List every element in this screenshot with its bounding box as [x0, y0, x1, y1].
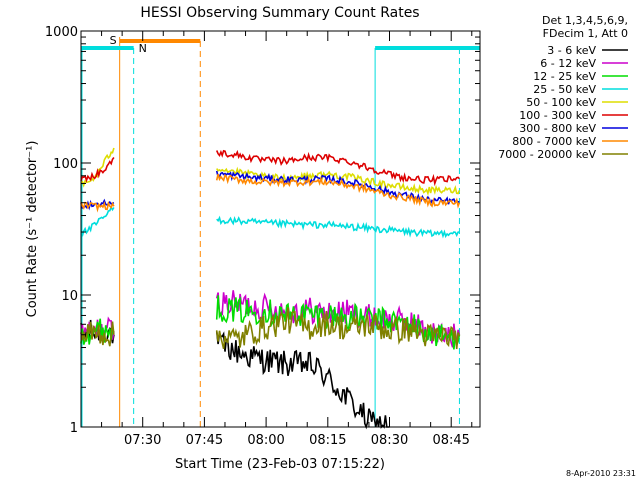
y-tick-label: 100	[53, 157, 78, 172]
y-axis-label: Count Rate (s⁻¹ detector⁻¹)	[25, 141, 40, 318]
x-tick-label: 08:45	[432, 433, 469, 448]
y-tick-label: 10	[61, 289, 78, 304]
series-line	[216, 166, 461, 196]
x-tick-label: 08:00	[247, 433, 284, 448]
legend-entry-label: 3 - 6 keV	[547, 44, 596, 57]
plot-frame	[80, 30, 481, 428]
legend-entry-label: 50 - 100 keV	[526, 96, 596, 109]
legend-entry-label: 25 - 50 keV	[533, 83, 596, 96]
night-label: N	[139, 42, 147, 55]
x-tick-label: 07:30	[124, 433, 161, 448]
y-tick-label: 1	[70, 421, 78, 436]
legend-entry-label: 12 - 25 keV	[533, 70, 596, 83]
legend-entry-label: 7000 - 20000 keV	[498, 148, 596, 161]
series-line	[215, 295, 461, 350]
series-line	[215, 290, 461, 348]
series-line	[80, 201, 115, 213]
observing-state-markers: SN	[81, 34, 480, 427]
legend-entry-label: 6 - 12 keV	[540, 57, 596, 70]
x-axis-label: Start Time (23-Feb-03 07:15:22)	[175, 457, 385, 472]
series-line	[80, 318, 115, 345]
legend: Det 1,3,4,5,6,9,FDecim 1, Att 0 3 - 6 keV…	[498, 14, 628, 161]
legend-header: Det 1,3,4,5,6,9,	[542, 14, 628, 27]
chart-title: HESSI Observing Summary Count Rates	[140, 5, 419, 21]
x-tick-label: 07:45	[186, 433, 223, 448]
timestamp: 8-Apr-2010 23:31	[566, 469, 636, 478]
series-line	[80, 205, 115, 237]
series-line	[215, 307, 461, 350]
series-line	[216, 215, 460, 239]
series-line	[215, 149, 460, 187]
axes: 1 10 100 1000 07:30 07:45 08:00 08:15 08:30 08:45	[45, 25, 480, 448]
series-line	[215, 170, 460, 206]
x-tick-label: 08:30	[371, 433, 408, 448]
legend-entry-label: 100 - 300 keV	[519, 109, 596, 122]
y-tick-label: 1000	[45, 25, 78, 40]
x-tick-label: 08:15	[309, 433, 346, 448]
series-line	[80, 157, 115, 183]
legend-header: FDecim 1, Att 0	[543, 27, 628, 40]
series-line	[215, 330, 390, 430]
legend-entry-label: 800 - 7000 keV	[512, 135, 596, 148]
legend-entry-label: 300 - 800 keV	[519, 122, 596, 135]
series-line	[215, 173, 461, 209]
data-series	[80, 147, 461, 430]
attenuator-state-label: S	[110, 34, 117, 47]
series-line	[80, 321, 115, 347]
